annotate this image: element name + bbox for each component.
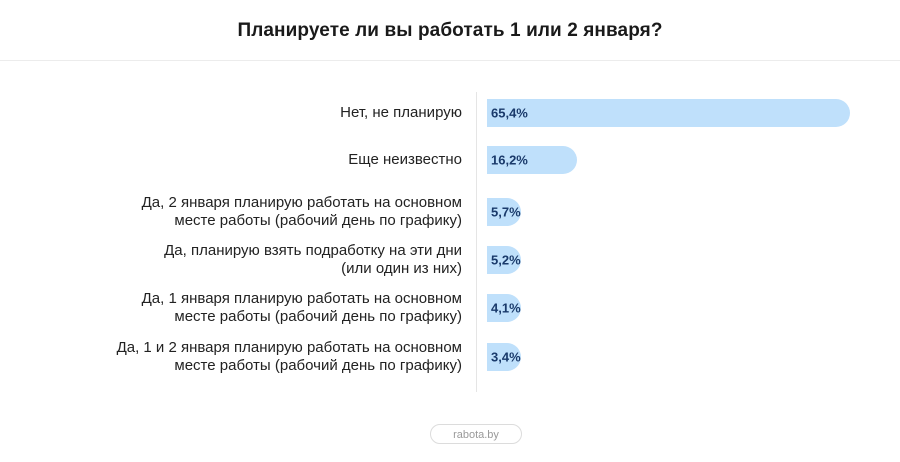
chart-row: Да, 2 января планирую работать на основн… bbox=[0, 194, 900, 229]
bar bbox=[487, 99, 850, 127]
chart-row: Да, планирую взять подработку на эти дни… bbox=[0, 242, 900, 277]
category-label: Да, 1 января планирую работать на основн… bbox=[141, 290, 462, 325]
chart-row: Да, 1 января планирую работать на основн… bbox=[0, 290, 900, 325]
category-label: Да, планирую взять подработку на эти дни… bbox=[164, 242, 462, 277]
chart-row: Нет, не планирую 65,4% bbox=[0, 97, 900, 129]
category-axis-line bbox=[476, 92, 477, 392]
bar bbox=[487, 198, 521, 226]
bar-value-label: 65,4% bbox=[491, 105, 528, 121]
source-badge: rabota.by bbox=[430, 424, 522, 444]
bar-value-label: 3,4% bbox=[491, 349, 521, 365]
bar bbox=[487, 246, 521, 274]
bar-value-label: 16,2% bbox=[491, 152, 528, 168]
bar-value-label: 5,7% bbox=[491, 204, 521, 220]
title-divider bbox=[0, 60, 900, 61]
bar bbox=[487, 343, 521, 371]
chart-row: Еще неизвестно 16,2% bbox=[0, 144, 900, 176]
category-label: Нет, не планирую bbox=[340, 104, 462, 121]
category-label: Еще неизвестно bbox=[348, 151, 462, 168]
bar-value-label: 5,2% bbox=[491, 252, 521, 268]
bar bbox=[487, 146, 577, 174]
bar-value-label: 4,1% bbox=[491, 300, 521, 316]
category-label: Да, 2 января планирую работать на основн… bbox=[141, 194, 462, 229]
category-label: Да, 1 и 2 января планирую работать на ос… bbox=[116, 339, 462, 374]
bar bbox=[487, 294, 521, 322]
chart-row: Да, 1 и 2 января планирую работать на ос… bbox=[0, 339, 900, 374]
chart-title: Планируете ли вы работать 1 или 2 января… bbox=[237, 20, 663, 41]
